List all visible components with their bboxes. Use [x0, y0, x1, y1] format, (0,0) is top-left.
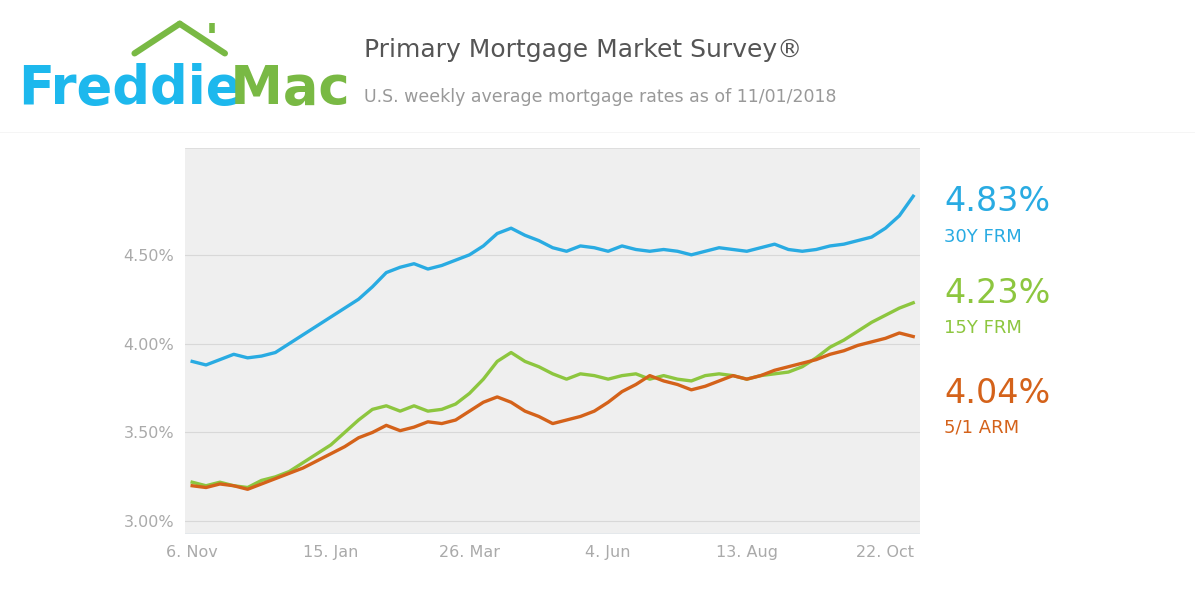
- Text: 4.04%: 4.04%: [944, 377, 1050, 410]
- Text: Freddie: Freddie: [18, 63, 241, 115]
- Text: 30Y FRM: 30Y FRM: [944, 228, 1022, 246]
- Text: 4.83%: 4.83%: [944, 185, 1050, 218]
- Text: Mac: Mac: [212, 63, 350, 115]
- Text: 4.23%: 4.23%: [944, 278, 1050, 310]
- Text: 5/1 ARM: 5/1 ARM: [944, 418, 1019, 436]
- Text: 15Y FRM: 15Y FRM: [944, 318, 1022, 337]
- Text: Primary Mortgage Market Survey®: Primary Mortgage Market Survey®: [363, 38, 802, 62]
- Text: U.S. weekly average mortgage rates as of 11/01/2018: U.S. weekly average mortgage rates as of…: [363, 88, 836, 106]
